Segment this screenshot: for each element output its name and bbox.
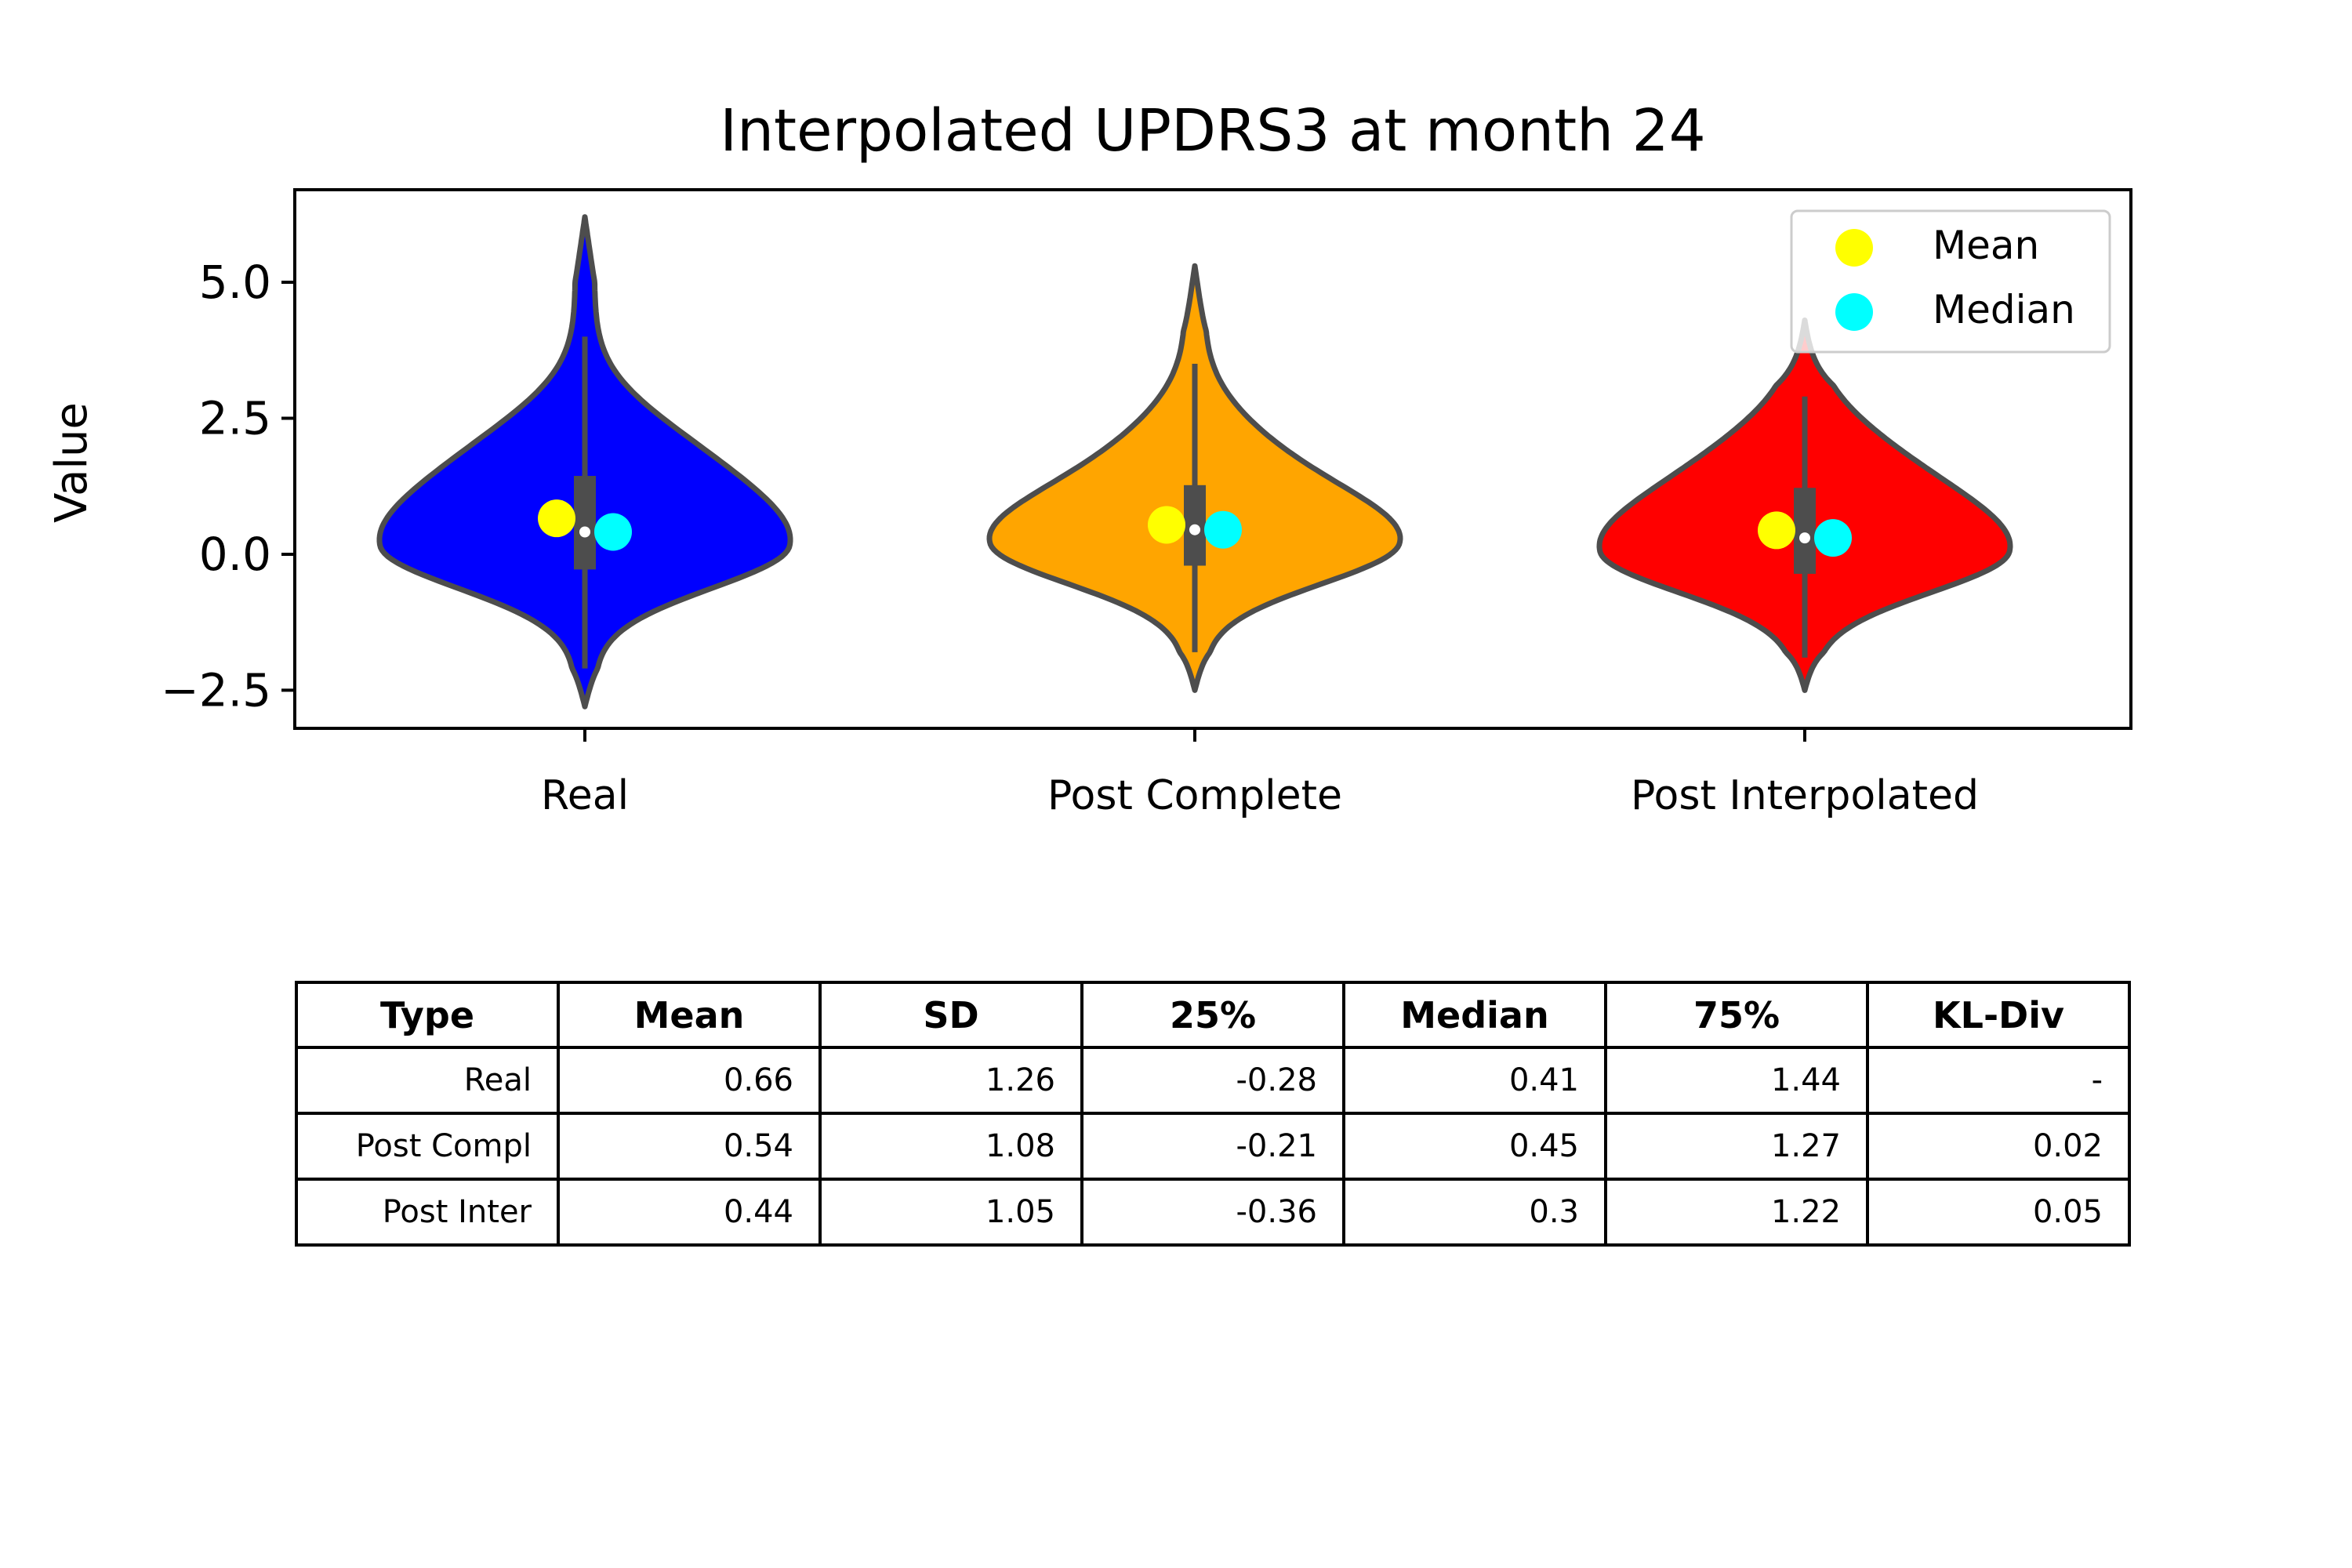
table-cell: 1.27 xyxy=(1604,1112,1869,1181)
table-cell: 1.22 xyxy=(1604,1178,1869,1247)
mean-marker-2 xyxy=(1148,506,1185,544)
table-cell: Post Inter xyxy=(295,1178,560,1247)
plot-frame xyxy=(293,188,2132,730)
legend-median-label: Median xyxy=(1933,287,2075,332)
table-cell: 0.41 xyxy=(1342,1046,1607,1115)
table-row: Real 0.66 1.26 -0.28 0.41 1.44 - xyxy=(295,1046,2131,1115)
statistics-table: Type Mean SD 25% Median 75% KL-Div Real … xyxy=(295,981,2131,1247)
table-cell: 0.3 xyxy=(1342,1178,1607,1247)
y-tick-label: 0.0 xyxy=(199,528,271,581)
median-dot-1 xyxy=(579,526,590,538)
table-cell: -0.36 xyxy=(1080,1178,1345,1247)
table-cell: 0.05 xyxy=(1866,1178,2131,1247)
x-tick-label: Real xyxy=(541,772,629,819)
column-header-kl-div: KL-Div xyxy=(1866,981,2131,1049)
median-dot-3 xyxy=(1799,532,1810,544)
y-tick-label: −2.5 xyxy=(161,663,271,717)
violins-layer xyxy=(376,214,2013,710)
legend-mean-label: Mean xyxy=(1933,223,2039,268)
table-cell: 1.44 xyxy=(1604,1046,1869,1115)
column-header-type: Type xyxy=(295,981,560,1049)
table-cell: Post Compl xyxy=(295,1112,560,1181)
legend-median-marker xyxy=(1835,293,1873,331)
table-row: Post Inter 0.44 1.05 -0.36 0.3 1.22 0.05 xyxy=(295,1178,2131,1247)
y-tick-label: 2.5 xyxy=(199,391,271,445)
legend-mean-marker xyxy=(1835,229,1873,267)
median-marker-3 xyxy=(1814,519,1852,557)
mean-marker-3 xyxy=(1758,511,1795,550)
column-header-mean: Mean xyxy=(557,981,822,1049)
table-cell: 1.05 xyxy=(818,1178,1083,1247)
table-cell: 0.02 xyxy=(1866,1112,2131,1181)
median-marker-1 xyxy=(594,513,632,551)
y-axis-label: Value xyxy=(46,402,97,523)
table-row: Post Compl 0.54 1.08 -0.21 0.45 1.27 0.0… xyxy=(295,1112,2131,1181)
column-header-median: Median xyxy=(1342,981,1607,1049)
table-cell: -0.21 xyxy=(1080,1112,1345,1181)
column-header-25pct: 25% xyxy=(1080,981,1345,1049)
table-cell: -0.28 xyxy=(1080,1046,1345,1115)
table-cell: 0.44 xyxy=(557,1178,822,1247)
chart-title: Interpolated UPDRS3 at month 24 xyxy=(720,97,1705,165)
x-tick-label: Post Complete xyxy=(1047,772,1342,819)
table-cell: 1.08 xyxy=(818,1112,1083,1181)
table-cell: - xyxy=(1866,1046,2131,1115)
table-cell: 0.45 xyxy=(1342,1112,1607,1181)
legend: Mean Median xyxy=(1790,209,2111,354)
table-cell: 0.66 xyxy=(557,1046,822,1115)
column-header-75pct: 75% xyxy=(1604,981,1869,1049)
y-ticks: 5.0 2.5 0.0 −2.5 xyxy=(161,256,295,717)
table-cell: 0.54 xyxy=(557,1112,822,1181)
table-header-row: Type Mean SD 25% Median 75% KL-Div xyxy=(295,981,2131,1049)
iqr-box-3 xyxy=(1794,488,1816,574)
column-header-sd: SD xyxy=(818,981,1083,1049)
table-cell: Real xyxy=(295,1046,560,1115)
table-cell: 1.26 xyxy=(818,1046,1083,1115)
x-ticks: Real Post Complete Post Interpolated xyxy=(541,728,1979,819)
x-tick-label: Post Interpolated xyxy=(1631,772,1979,819)
y-tick-label: 5.0 xyxy=(199,256,271,309)
median-dot-2 xyxy=(1189,524,1200,535)
iqr-box-1 xyxy=(574,476,596,570)
mean-marker-1 xyxy=(538,499,575,538)
median-marker-2 xyxy=(1204,510,1242,549)
